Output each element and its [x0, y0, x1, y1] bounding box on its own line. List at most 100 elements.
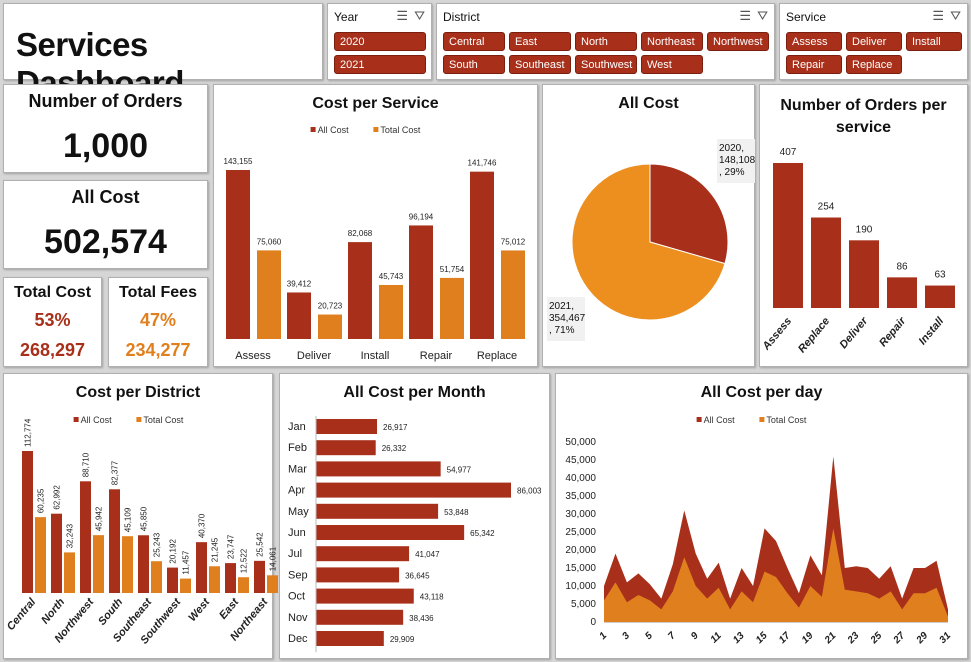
year-slicer-item[interactable]: 2020	[334, 32, 426, 51]
bar	[22, 451, 33, 593]
service-slicer-item[interactable]: Replace	[846, 55, 902, 74]
data-label: 141,746	[468, 159, 497, 168]
bar	[80, 481, 91, 593]
data-label: 82,068	[348, 229, 373, 238]
clear-filter-icon[interactable]: ⛛	[757, 8, 768, 23]
district-slicer-item[interactable]: Southeast	[509, 55, 571, 74]
bar	[64, 552, 75, 593]
x-tick-label: 23	[845, 630, 862, 647]
category-label: South	[96, 596, 125, 628]
y-tick-label: 10,000	[565, 581, 596, 592]
multi-select-icon[interactable]: ☰	[739, 8, 752, 23]
multi-select-icon[interactable]: ☰	[396, 8, 409, 23]
category-label: Oct	[288, 591, 305, 603]
district-slicer-item[interactable]: East	[509, 32, 571, 51]
y-tick-label: 0	[590, 617, 596, 628]
data-label: 407	[780, 147, 797, 158]
cost-per-service-card: Cost per Service All Cost Total Cost 143,1…	[213, 84, 538, 367]
service-slicer-item[interactable]: Repair	[786, 55, 842, 74]
legend-label: Total Cost	[766, 415, 807, 425]
category-label: Install	[917, 315, 947, 348]
service-slicer-item[interactable]: Assess	[786, 32, 842, 51]
year-slicer-item[interactable]: 2021	[334, 55, 426, 74]
data-label: 11,457	[182, 550, 191, 574]
category-label: Feb	[288, 442, 307, 454]
data-label: 26,917	[383, 423, 408, 432]
bar	[887, 277, 917, 308]
data-label: 45,942	[95, 506, 104, 531]
district-slicer-item[interactable]: North	[575, 32, 637, 51]
multi-select-icon[interactable]: ☰	[932, 8, 945, 23]
bar	[316, 631, 384, 646]
bar	[51, 513, 62, 593]
legend-swatch	[696, 417, 702, 422]
data-label: 96,194	[409, 212, 434, 221]
y-tick-label: 20,000	[565, 545, 596, 556]
data-label: 12,522	[240, 548, 249, 573]
y-tick-label: 35,000	[565, 491, 596, 502]
district-slicer-item[interactable]: South	[443, 55, 505, 74]
all-cost-pie-card: All Cost 2020, 148,108, 29% 2021, 354,467, …	[542, 84, 756, 367]
pie-data-label: 354,467	[549, 313, 586, 324]
category-label: Deliver	[297, 350, 332, 362]
data-label: 51,754	[440, 265, 465, 274]
total-cost-kpi-pct: 53%	[34, 310, 71, 330]
cost-per-district-title: Cost per District	[75, 384, 201, 401]
bar	[138, 535, 149, 593]
data-label: 75,060	[257, 237, 282, 246]
orders-per-service-card: Number of Orders per service 407 Assess 25…	[759, 84, 968, 367]
district-slicer-item[interactable]: Northwest	[707, 32, 769, 51]
district-slicer-item[interactable]: Central	[443, 32, 505, 51]
year-slicer-title: Year	[334, 10, 359, 24]
district-slicer-title: District	[443, 10, 480, 24]
orders-kpi-value: 1,000	[62, 127, 149, 165]
service-slicer-item[interactable]: Deliver	[846, 32, 902, 51]
data-label: 143,155	[224, 157, 253, 166]
bar	[316, 567, 400, 583]
data-label: 32,243	[66, 523, 75, 548]
data-label: 45,743	[379, 272, 404, 281]
district-slicer-item[interactable]: Northeast	[641, 32, 703, 51]
total-cost-kpi-value: 268,297	[19, 340, 86, 360]
data-label: 63	[934, 270, 946, 281]
data-label: 88,710	[82, 452, 91, 477]
data-label: 45,109	[124, 507, 133, 532]
data-label: 39,412	[287, 279, 312, 288]
bar	[151, 561, 162, 593]
bar	[225, 563, 236, 593]
year-slicer-icons: ☰ ⛛	[390, 8, 425, 24]
category-label: Assess	[760, 315, 795, 353]
clear-filter-icon[interactable]: ⛛	[414, 8, 425, 23]
bar	[379, 284, 403, 339]
category-label: Central	[5, 595, 39, 632]
data-label: 62,992	[53, 485, 62, 510]
legend-label: All Cost	[318, 125, 350, 135]
district-slicer-item[interactable]: West	[641, 55, 703, 74]
y-tick-label: 5,000	[571, 599, 596, 610]
all-cost-kpi-card: All Cost 502,574	[3, 180, 208, 269]
service-slicer-item[interactable]: Install	[906, 32, 962, 51]
data-label: 60,235	[37, 488, 46, 513]
data-label: 75,012	[501, 237, 526, 246]
category-label: Replace	[796, 315, 832, 355]
y-tick-label: 30,000	[565, 509, 596, 520]
orders-per-service-title: Number of Orders per service	[780, 97, 947, 136]
cost-per-district-chart: All Cost Total Cost 112,774 60,235 Central 62…	[5, 415, 278, 647]
service-slicer-title: Service	[786, 10, 827, 24]
bar	[316, 419, 378, 434]
y-tick-label: 25,000	[565, 527, 596, 538]
legend-label: Total Cost	[143, 415, 184, 425]
x-tick-label: 27	[891, 630, 908, 647]
clear-filter-icon[interactable]: ⛛	[950, 8, 961, 23]
x-tick-label: 19	[800, 630, 816, 646]
pie-data-label: , 71%	[549, 325, 575, 336]
category-label: West	[186, 595, 213, 624]
pie-slice	[649, 163, 729, 265]
category-label: Jul	[288, 548, 302, 560]
bar	[209, 566, 220, 593]
all-cost-per-day-card: All Cost per day All Cost Total Cost 0 5,00…	[555, 373, 968, 659]
legend-label: Total Cost	[380, 125, 421, 135]
legend-swatch	[759, 417, 765, 422]
category-label: Deliver	[838, 315, 871, 351]
district-slicer-item[interactable]: Southwest	[575, 55, 637, 74]
